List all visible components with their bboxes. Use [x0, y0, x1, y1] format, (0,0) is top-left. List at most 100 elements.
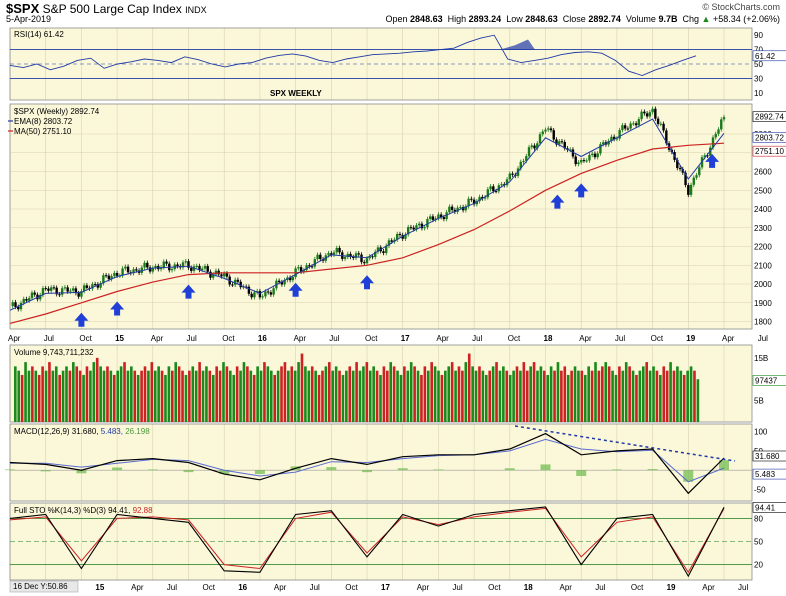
macd-title-hist: 26.198: [125, 427, 150, 436]
x-axis-top-label: Apr: [294, 334, 307, 343]
price-candle-body: [236, 279, 240, 282]
macd-line: [9, 432, 725, 495]
volume-bar: [355, 362, 358, 422]
price-candle-body: [442, 217, 446, 220]
price-y-tick: 2100: [754, 261, 772, 270]
macd-histogram-bar: [540, 464, 551, 471]
volume-bar: [27, 370, 31, 422]
volume-bar: [563, 366, 567, 422]
volume-bar: [573, 366, 577, 422]
macd-signal-line: [10, 438, 725, 483]
macd-title-label: MACD(12,26,9) 31.680,: [14, 427, 101, 436]
volume-bar: [273, 374, 276, 422]
volume-bar: [256, 366, 259, 422]
volume-bar: [645, 362, 649, 422]
volume-bar: [48, 362, 51, 422]
price-candle-body: [66, 287, 69, 292]
price-candle-body: [14, 302, 17, 307]
exchange: INDX: [185, 5, 207, 15]
price-candle-body: [538, 134, 542, 144]
price-candle-body: [121, 268, 124, 276]
volume-bar: [491, 366, 495, 422]
price-candle-body: [44, 288, 47, 290]
ma-last-value: 2751.10: [755, 147, 784, 156]
price-candle-body: [599, 144, 602, 154]
volume-bar: [31, 366, 34, 422]
price-candle-body: [415, 225, 418, 230]
rsi-last-value-box: [752, 50, 786, 62]
price-candle-body: [412, 227, 415, 230]
price-candle-body: [406, 227, 410, 235]
x-axis-top-label: Oct: [365, 334, 378, 343]
volume-bar: [693, 370, 696, 422]
price-candle-body: [527, 147, 531, 157]
price-candle-body: [132, 269, 135, 274]
volume-bar: [628, 366, 631, 422]
rsi-y-tick: 50: [754, 60, 763, 69]
price-candle-body: [390, 240, 393, 242]
rsi-y-tick: 10: [754, 89, 763, 98]
macd-histogram-bar: [326, 467, 337, 471]
price-candle-body: [689, 184, 693, 195]
volume-bar: [95, 357, 99, 422]
price-last-value: 2892.74: [755, 113, 784, 122]
volume-bar: [61, 370, 65, 422]
volume-bar: [662, 366, 666, 422]
macd-histogram-bar: [397, 468, 408, 471]
x-axis-bottom-label: Apr: [560, 583, 573, 592]
volume-bar: [345, 370, 348, 422]
volume-bar: [201, 370, 205, 422]
price-candle-body: [431, 216, 435, 220]
volume-bar: [280, 366, 283, 422]
price-candle-body: [288, 277, 292, 281]
price-candle-body: [58, 294, 61, 296]
volume-last-value: 97437: [755, 376, 778, 385]
volume-bar: [372, 366, 375, 422]
x-axis-top-label: 15: [115, 334, 124, 343]
price-candle-body: [214, 270, 218, 275]
volume-bar: [37, 374, 41, 422]
price-candle-body: [47, 288, 50, 291]
volume-bar: [119, 366, 123, 422]
index-name: S&P 500 Large Cap Index: [42, 2, 182, 16]
volume-bar: [597, 370, 601, 422]
price-candle-body: [472, 199, 476, 205]
volume-bar: [519, 370, 522, 422]
volume-bar: [160, 370, 164, 422]
x-axis-top-label: 17: [401, 334, 410, 343]
price-candle-body: [269, 292, 273, 295]
volume-bar: [375, 370, 379, 422]
volume-bar: [321, 370, 324, 422]
sto-title: Full STO %K(14,3) %D(3) 94.41, 92.88: [14, 506, 153, 515]
ema-last-value-box: [752, 132, 786, 143]
price-candle-body: [264, 291, 267, 297]
x-axis-bottom-label: Jul: [738, 583, 748, 592]
volume-bar: [570, 370, 573, 422]
rsi-title: RSI(14) 61.42: [14, 30, 64, 39]
volume-bar: [587, 366, 590, 422]
rsi-y-tick: 70: [754, 46, 763, 55]
volume-bar: [215, 366, 218, 422]
x-axis-bottom-label: Apr: [131, 583, 144, 592]
volume-bar: [68, 370, 72, 422]
chart-date: 5-Apr-2019: [6, 14, 52, 24]
volume-bar: [478, 366, 481, 422]
price-candle-body: [99, 283, 102, 288]
volume-bar: [17, 370, 21, 422]
volume-bar: [58, 374, 61, 422]
price-candle-body: [706, 155, 709, 157]
price-candle-body: [113, 272, 116, 277]
price-candle-body: [247, 286, 251, 294]
volume-bar: [536, 370, 539, 422]
price-candle-body: [582, 160, 586, 162]
x-axis-bottom-label: 19: [667, 583, 676, 592]
volume-bar: [502, 366, 505, 422]
volume-bar: [539, 366, 543, 422]
price-candle-body: [711, 137, 715, 148]
price-candle-body: [494, 191, 498, 193]
volume-value: 9.7B: [658, 14, 678, 24]
volume-bar: [467, 353, 471, 422]
x-axis-top-label: Apr: [722, 334, 735, 343]
volume-bar: [665, 370, 669, 422]
price-candle-body: [85, 285, 89, 288]
